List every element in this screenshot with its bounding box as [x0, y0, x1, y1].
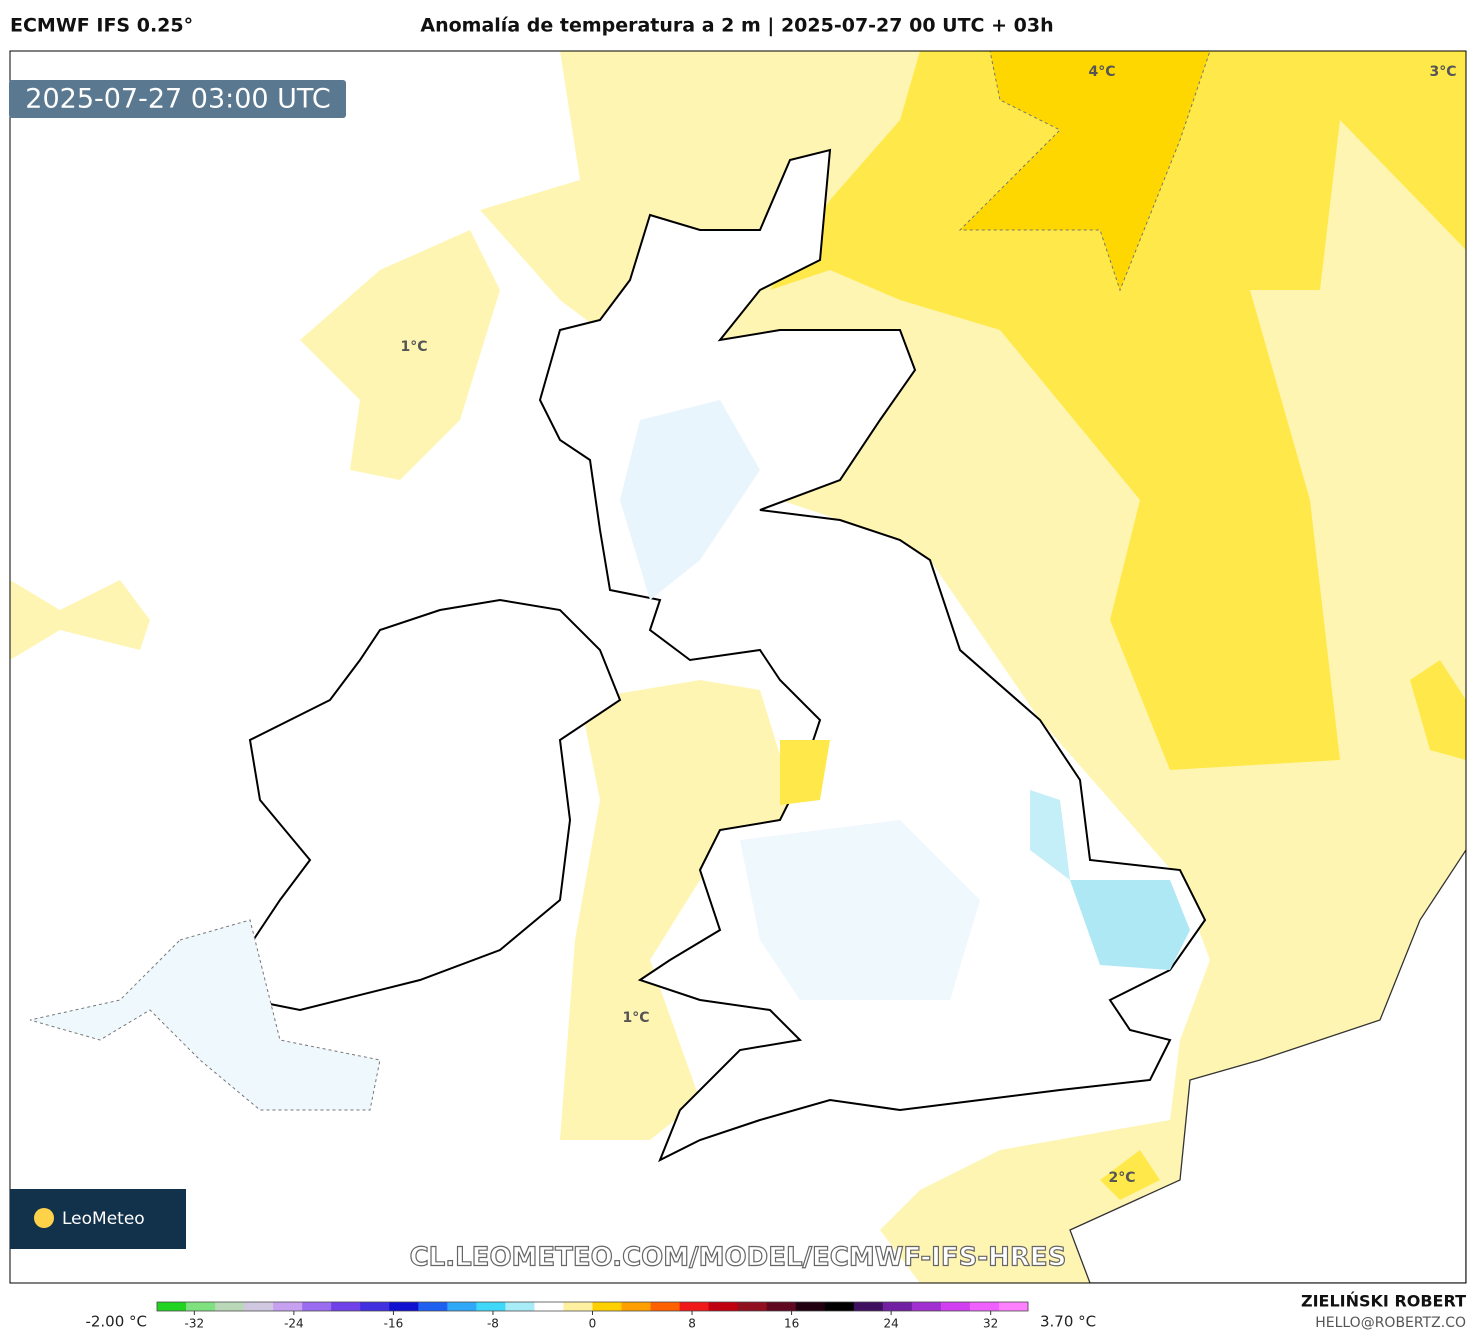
- ireland: [238, 598, 622, 1012]
- great-britain: [538, 148, 1207, 1163]
- continent: [1069, 848, 1466, 1283]
- colorbar-segment: [534, 1302, 564, 1311]
- colorbar-segment: [882, 1302, 913, 1311]
- anomaly-pale: [10, 580, 150, 660]
- anomaly-mid: [770, 51, 1466, 770]
- anomaly-mid: [1410, 660, 1466, 760]
- colorbar-segment: [998, 1302, 1029, 1311]
- colorbar-tick-label: -32: [185, 1317, 205, 1331]
- colorbar-segment: [215, 1302, 245, 1311]
- colorbar-segment: [737, 1302, 768, 1311]
- contour-label: 1°C: [400, 339, 427, 355]
- colorbar-segment: [331, 1302, 361, 1311]
- model-name: ECMWF IFS 0.25°: [10, 15, 193, 37]
- colorbar-segment: [824, 1302, 855, 1311]
- colorbar-min: -2.00 °C: [85, 1313, 147, 1331]
- colorbar: -2.00 °C 3.70 °C -32 -24 -16 -8 0 8 16 24 32: [85, 1301, 1096, 1331]
- anomaly-pale: [300, 230, 500, 480]
- colorbar-segment: [679, 1302, 710, 1311]
- anomaly-pale: [560, 680, 800, 1140]
- anomaly-mid: [1100, 1150, 1160, 1200]
- colorbar-segment: [389, 1302, 419, 1311]
- colorbar-segment: [476, 1302, 506, 1311]
- colorbar-segment: [766, 1302, 797, 1311]
- email: HELLO@ROBERTZ.CO: [1315, 1315, 1466, 1331]
- anomaly-mid: [780, 740, 830, 805]
- colorbar-segment: [186, 1302, 216, 1311]
- logo-sun: [34, 1208, 54, 1228]
- colorbar-max: 3.70 °C: [1040, 1313, 1096, 1331]
- colorbar-segment: [505, 1302, 535, 1311]
- colorbar-segment: [244, 1302, 274, 1311]
- logo-text: LeoMeteo: [62, 1209, 145, 1229]
- colorbar-segment: [650, 1302, 681, 1311]
- colorbar-tick-label: 8: [688, 1317, 696, 1331]
- colorbar-tick-label: -16: [384, 1317, 404, 1331]
- colorbar-tick-label: 0: [589, 1317, 597, 1331]
- colorbar-segment: [273, 1302, 303, 1311]
- author: ZIELIŃSKI ROBERT: [1301, 1292, 1466, 1311]
- valid-time: 2025-07-27 03:00 UTC: [25, 84, 330, 115]
- colorbar-segment: [447, 1302, 477, 1311]
- anomaly-high: [958, 51, 1211, 292]
- anomaly-cold: [1070, 880, 1190, 970]
- colorbar-segment: [708, 1302, 739, 1311]
- colorbar-segment: [592, 1302, 623, 1311]
- anomaly-cool: [620, 400, 760, 600]
- colorbar-tick-label: 16: [784, 1317, 799, 1331]
- colorbar-segment: [360, 1302, 390, 1311]
- map-frame: [9, 50, 1467, 1284]
- anomaly-cold: [1030, 790, 1070, 880]
- header-title: Anomalía de temperatura a 2 m | 2025-07-…: [420, 15, 1053, 37]
- colorbar-frame: [156, 1301, 1029, 1312]
- colorbar-segment: [853, 1302, 884, 1311]
- colorbar-segment: [563, 1302, 593, 1311]
- colorbar-segment: [940, 1302, 971, 1311]
- contour-label: 4°C: [1088, 64, 1115, 80]
- colorbar-segment: [911, 1302, 942, 1311]
- colorbar-tick-label: 32: [983, 1317, 998, 1331]
- anomaly-cool: [740, 820, 980, 1000]
- contour-label: 2°C: [1108, 1170, 1135, 1186]
- colorbar-segment: [418, 1302, 448, 1311]
- colorbar-segment: [795, 1302, 826, 1311]
- colorbar-segment: [621, 1302, 652, 1311]
- watermark: CL.LEOMETEO.COM/MODEL/ECMWF-IFS-HRES: [410, 1243, 1067, 1273]
- colorbar-segment: [969, 1302, 1000, 1311]
- colorbar-tick-label: -24: [284, 1317, 304, 1331]
- colorbar-segment: [157, 1302, 187, 1311]
- time-badge: [9, 80, 346, 118]
- map: 4°C 3°C 1°C 1°C 2°C 2025-07-27 03:00 UTC…: [9, 50, 1467, 1284]
- colorbar-segment: [302, 1302, 332, 1311]
- anomaly-cool: [29, 919, 381, 1111]
- colorbar-tick-label: -8: [487, 1317, 499, 1331]
- contour-label: 3°C: [1429, 64, 1456, 80]
- contour-label: 1°C: [622, 1010, 649, 1026]
- colorbar-tick-label: 24: [883, 1317, 898, 1331]
